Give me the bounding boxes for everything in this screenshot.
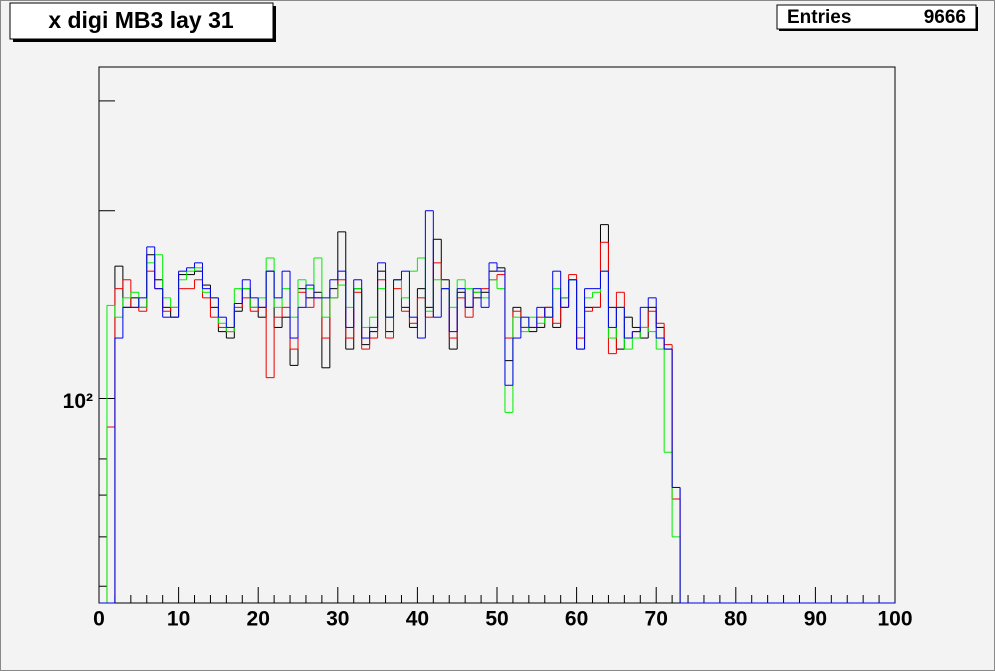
x-tick-label: 50 bbox=[485, 608, 508, 631]
chart-title: x digi MB3 lay 31 bbox=[48, 7, 234, 33]
x-tick-label: 70 bbox=[645, 608, 668, 631]
x-tick-label: 10 bbox=[167, 608, 190, 631]
title-box bbox=[9, 2, 274, 40]
x-tick-label: 30 bbox=[326, 608, 349, 631]
x-tick-label: 60 bbox=[565, 608, 588, 631]
x-tick-label: 20 bbox=[247, 608, 270, 631]
stats-label: Entries bbox=[787, 7, 851, 28]
y-tick-label: 10² bbox=[63, 390, 93, 413]
x-tick-label: 0 bbox=[93, 608, 105, 631]
x-tick-label: 80 bbox=[724, 608, 747, 631]
plot-frame bbox=[98, 66, 896, 604]
stats-box bbox=[776, 4, 977, 30]
x-tick-label: 90 bbox=[804, 608, 827, 631]
stats-value: 9666 bbox=[924, 7, 966, 28]
x-tick-label: 40 bbox=[406, 608, 429, 631]
x-tick-label: 100 bbox=[877, 608, 912, 631]
